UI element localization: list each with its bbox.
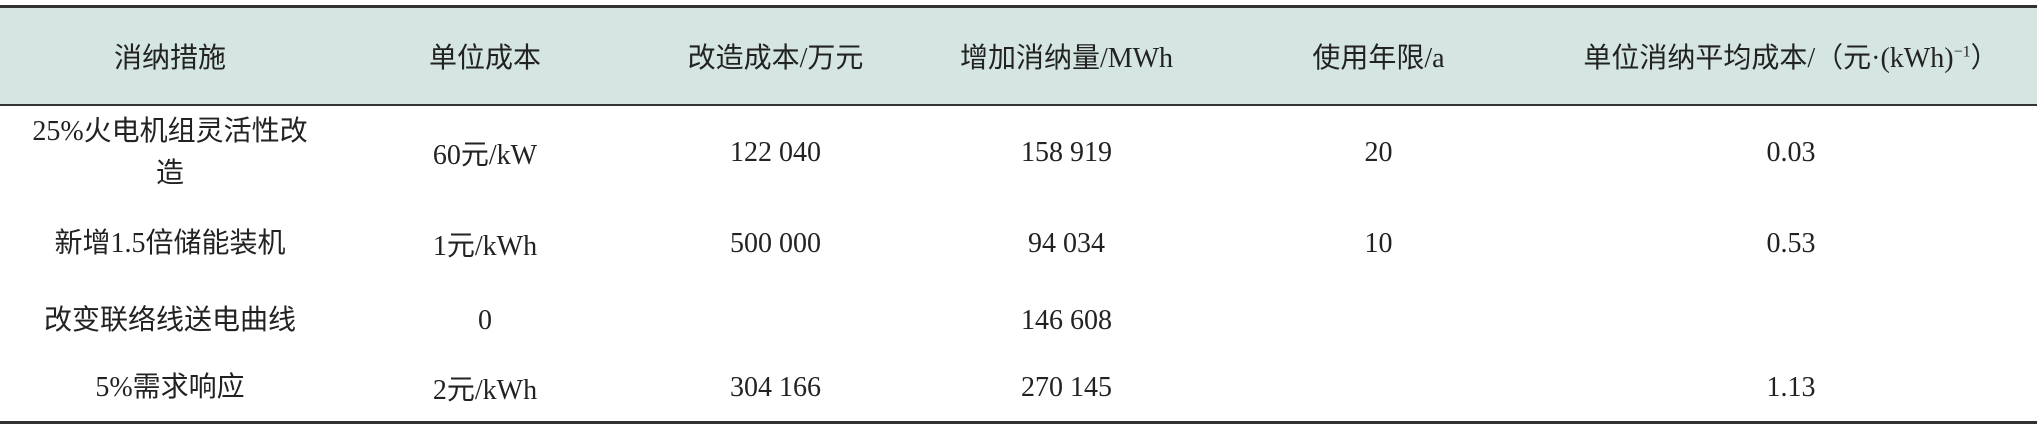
header-cell: 改造成本/万元 (630, 7, 921, 105)
table-cell: 新增1.5倍储能装机 (0, 201, 340, 287)
cell-text: 304 166 (730, 371, 821, 403)
cell-text: 270 145 (1021, 371, 1112, 403)
cell-text: 158 919 (1021, 137, 1112, 168)
table-cell (630, 287, 921, 355)
table-cell: 0.03 (1545, 105, 2037, 201)
table-cell: 1元/kWh (340, 201, 630, 287)
cell-text: 0 (478, 304, 492, 336)
cell-text: 60元/kW (432, 140, 538, 171)
header-text: 改造成本/万元 (687, 42, 864, 74)
table-cell: 60元/kW (340, 105, 630, 201)
table-cell: 0 (340, 287, 630, 355)
header-cell: 消纳措施 (0, 7, 340, 105)
cell-text: 2元/kWh (432, 374, 538, 406)
header-cell: 单位成本 (340, 7, 630, 105)
header-cell: 增加消纳量/MWh (921, 7, 1212, 105)
header-text: 单位成本 (428, 42, 541, 74)
table-row: 25%火电机组灵活性改造 60元/kW 122 040 158 919 20 0.03 (0, 105, 2037, 201)
header-superscript: −1 (1953, 43, 1971, 61)
header-text: 使用年限/a (1312, 42, 1445, 74)
cell-text: 94 034 (1028, 227, 1105, 259)
table-cell: 20 (1212, 105, 1545, 201)
table-cell: 改变联络线送电曲线 (0, 287, 340, 355)
table-cell: 0.53 (1545, 201, 2037, 287)
table-cell (1545, 287, 2037, 355)
table-cell: 94 034 (921, 201, 1212, 287)
cell-text: 10 (1364, 227, 1393, 259)
header-cell: 使用年限/a (1212, 7, 1545, 105)
table-cell: 5%需求响应 (0, 355, 340, 423)
cell-text: 500 000 (730, 227, 821, 259)
cell-text: 20 (1364, 137, 1393, 168)
cell-text: 146 608 (1021, 304, 1112, 336)
header-text: 单位消纳平均成本/（元·(kWh) (1583, 42, 1954, 74)
table-cell: 122 040 (630, 105, 921, 201)
table-header: 消纳措施 单位成本 改造成本/万元 增加消纳量/MWh 使用年限/a 单位消纳平均成本/（… (0, 6, 2037, 105)
table-cell: 2元/kWh (340, 355, 630, 423)
table-cell (1212, 355, 1545, 423)
table-cell: 25%火电机组灵活性改造 (0, 105, 340, 201)
header-text: ） (1970, 42, 1999, 74)
table-cell: 10 (1212, 201, 1545, 287)
cell-text: 0.53 (1766, 227, 1816, 259)
table: 消纳措施 单位成本 改造成本/万元 增加消纳量/MWh 使用年限/a 单位消纳平均成本/（… (0, 5, 2037, 424)
header-text: 增加消纳量/MWh (959, 42, 1174, 74)
cell-text: 1元/kWh (432, 230, 538, 262)
table-body: 25%火电机组灵活性改造 60元/kW 122 040 158 919 20 0.03 新增… (0, 105, 2037, 423)
table-row: 5%需求响应 2元/kWh 304 166 270 145 1.13 (0, 355, 2037, 423)
table-cell (1212, 287, 1545, 355)
table-cell: 304 166 (630, 355, 921, 423)
table-cell: 1.13 (1545, 355, 2037, 423)
cell-text: 25%火电机组灵活性改造 (32, 116, 308, 189)
table-row: 新增1.5倍储能装机 1元/kWh 500 000 94 034 10 0.53 (0, 201, 2037, 287)
table-cell: 146 608 (921, 287, 1212, 355)
cell-text: 5%需求响应 (95, 371, 245, 403)
table-cell: 500 000 (630, 201, 921, 287)
cell-text: 新增1.5倍储能装机 (54, 227, 286, 259)
cell-text: 122 040 (730, 137, 821, 168)
header-text: 消纳措施 (113, 42, 226, 74)
header-cell: 单位消纳平均成本/（元·(kWh)−1） (1545, 7, 2037, 105)
table-row: 改变联络线送电曲线 0 146 608 (0, 287, 2037, 355)
cell-text: 改变联络线送电曲线 (43, 304, 296, 336)
table-cell: 270 145 (921, 355, 1212, 423)
cell-text: 1.13 (1766, 371, 1816, 403)
header-row: 消纳措施 单位成本 改造成本/万元 增加消纳量/MWh 使用年限/a 单位消纳平均成本/（… (0, 6, 2037, 105)
cell-text: 0.03 (1766, 137, 1816, 168)
table-cell: 158 919 (921, 105, 1212, 201)
